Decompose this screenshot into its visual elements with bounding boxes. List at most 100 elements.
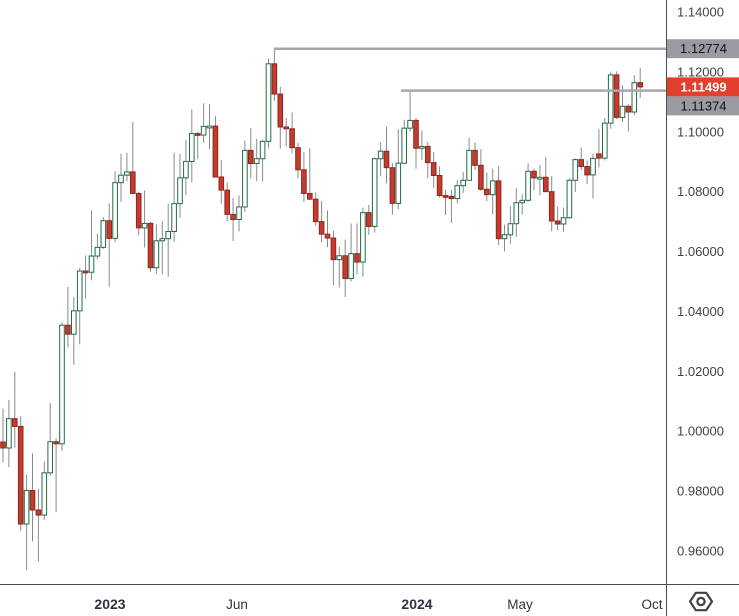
candle-body-up bbox=[118, 174, 124, 184]
candle-body-up bbox=[183, 160, 189, 179]
candle-body-up bbox=[41, 472, 48, 516]
candle-body-up bbox=[94, 246, 101, 257]
candle-body-up bbox=[236, 206, 242, 221]
candle-body-up bbox=[513, 202, 520, 225]
candle-body-down bbox=[478, 164, 484, 190]
candle-body-up bbox=[76, 270, 83, 312]
candle-body-down bbox=[324, 233, 331, 239]
candle-body-down bbox=[65, 324, 71, 335]
time-tick-label: Oct bbox=[641, 597, 662, 612]
candle-body-down bbox=[543, 176, 549, 193]
candle-body-up bbox=[206, 125, 213, 129]
candle-body-down bbox=[472, 149, 478, 166]
candle-body-up bbox=[466, 149, 472, 181]
candle-body-down bbox=[248, 149, 254, 165]
level-badge-bg bbox=[667, 39, 739, 59]
current-price-badge-bg bbox=[667, 77, 739, 97]
price-tick-label: 1.12000 bbox=[677, 64, 724, 79]
candle-body-down bbox=[413, 119, 419, 149]
candle-body-up bbox=[602, 122, 608, 159]
candle-body-up bbox=[171, 203, 177, 232]
price-tick-label: 1.04000 bbox=[677, 304, 724, 319]
candle-body-up bbox=[377, 150, 384, 160]
candle-body-down bbox=[436, 174, 443, 197]
candle-body-down bbox=[625, 105, 632, 113]
candle-body-up bbox=[59, 324, 65, 445]
candle-body-up bbox=[395, 162, 402, 204]
candle-body-up bbox=[189, 133, 195, 162]
price-rays-layer bbox=[274, 47, 666, 92]
candle-body-down bbox=[484, 188, 490, 196]
candle-body-down bbox=[584, 166, 590, 176]
candle-body-up bbox=[560, 217, 567, 225]
candle-body-down bbox=[442, 195, 449, 198]
price-tick-label: 0.96000 bbox=[677, 544, 724, 559]
candle-body-up bbox=[489, 180, 496, 196]
candle-body-down bbox=[17, 425, 24, 525]
candle-body-up bbox=[501, 234, 508, 240]
candle-body-up bbox=[253, 158, 260, 165]
candle-body-up bbox=[537, 176, 543, 180]
candle-body-down bbox=[82, 270, 89, 274]
time-tick-label: 2024 bbox=[401, 596, 432, 612]
candle-body-down bbox=[283, 126, 289, 130]
candles-layer bbox=[0, 48, 644, 571]
time-tick-label: Jun bbox=[226, 597, 248, 612]
candle-body-down bbox=[318, 221, 325, 235]
candle-body-down bbox=[218, 176, 225, 191]
candle-body-up bbox=[572, 159, 579, 181]
candle-body-down bbox=[224, 189, 230, 215]
candle-body-up bbox=[419, 145, 425, 149]
candle-body-up bbox=[460, 179, 466, 187]
candle-body-down bbox=[29, 490, 36, 511]
candle-body-down bbox=[430, 162, 437, 176]
candle-body-down bbox=[531, 170, 537, 179]
chart-settings-button[interactable] bbox=[688, 591, 714, 612]
candle-body-up bbox=[348, 253, 354, 280]
candle-body-down bbox=[548, 191, 555, 222]
candle-body-up bbox=[200, 125, 207, 136]
time-tick-label: 2023 bbox=[94, 596, 125, 612]
candle-body-down bbox=[425, 145, 431, 164]
candle-body-down bbox=[230, 213, 236, 221]
level-badge-value: 1.12774 bbox=[680, 41, 727, 56]
candle-body-up bbox=[401, 127, 407, 164]
price-tick-label: 1.00000 bbox=[677, 424, 724, 439]
candle-body-down bbox=[295, 147, 301, 171]
candle-body-up bbox=[619, 105, 626, 118]
candle-body-up bbox=[23, 490, 30, 525]
time-axis-labels: 2023 Jun 2024 May Oct bbox=[94, 596, 662, 612]
candle-body-down bbox=[194, 133, 201, 136]
candle-body-up bbox=[454, 185, 461, 200]
time-tick-label: May bbox=[507, 597, 533, 612]
candle-body-up bbox=[71, 310, 77, 335]
current-price-badge-value: 1.11499 bbox=[680, 79, 726, 94]
candle-body-down bbox=[271, 63, 278, 95]
candle-body-down bbox=[366, 212, 372, 227]
candle-body-up bbox=[507, 223, 514, 236]
candle-body-down bbox=[277, 93, 284, 128]
candle-body-down bbox=[342, 255, 348, 280]
candle-body-down bbox=[147, 222, 154, 269]
candle-body-down bbox=[106, 220, 113, 239]
candle-body-up bbox=[47, 441, 54, 474]
candle-body-down bbox=[354, 253, 360, 263]
candle-body-up bbox=[88, 255, 95, 273]
price-tick-label: 1.10000 bbox=[677, 124, 724, 139]
candle-body-down bbox=[35, 509, 42, 516]
candle-body-up bbox=[153, 240, 160, 269]
candle-body-down bbox=[12, 418, 18, 427]
candle-body-down bbox=[495, 180, 502, 240]
candle-body-down bbox=[613, 74, 620, 118]
settings-icon bbox=[688, 591, 714, 612]
candle-body-up bbox=[525, 170, 531, 201]
candle-body-up bbox=[519, 199, 526, 204]
candle-body-down bbox=[637, 82, 644, 88]
candle-body-up bbox=[265, 63, 272, 142]
price-tick-label: 1.14000 bbox=[677, 5, 724, 20]
candle-body-up bbox=[124, 171, 130, 176]
candle-body-down bbox=[135, 192, 142, 229]
